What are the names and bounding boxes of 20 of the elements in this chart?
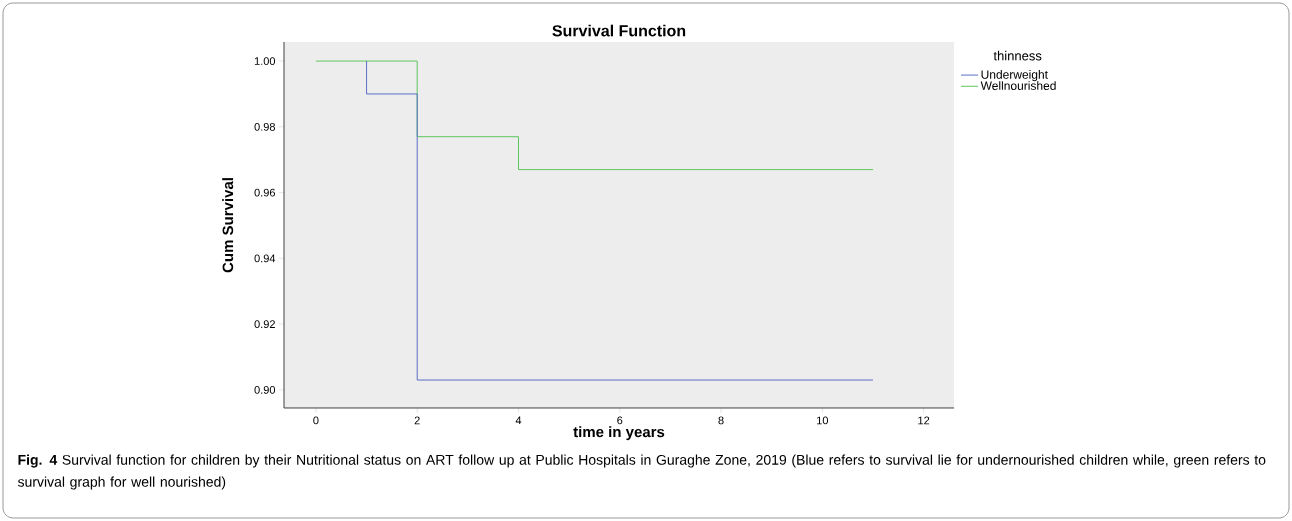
x-tick-label: 8: [718, 416, 724, 425]
text: Fig. 4 Survival function for children by their Nutritional status on ART follow up at Public Hospitals in Guraghe Zone, 2019 (Blue refers to survival lie for undernourished children while, green refers to survival graph for well nourished): [17, 454, 1266, 490]
y-tick-label: 0.94: [254, 254, 276, 263]
legend-label: Wellnourished: [980, 81, 1056, 90]
x-tick-label: 4: [515, 416, 522, 425]
legend-title: thinness: [993, 50, 1042, 61]
chart-title: Survival Function: [552, 24, 686, 37]
y-tick-label: 1.00: [254, 57, 276, 65]
y-tick-label: 0.90: [254, 386, 276, 394]
x-tick-label: 0: [313, 416, 319, 425]
x-tick-label: 6: [617, 416, 623, 425]
y-axis-title: Cum Survival: [222, 178, 234, 273]
x-tick-label: 12: [918, 416, 930, 425]
x-tick-label: 2: [414, 416, 420, 425]
y-tick-label: 0.98: [254, 122, 275, 131]
x-axis-title: time in years: [573, 426, 665, 441]
legend-label: Underweight: [981, 69, 1048, 82]
y-tick-label: 0.96: [254, 188, 275, 197]
x-tick-label: 10: [817, 416, 829, 425]
y-tick-label: 0.92: [254, 320, 275, 329]
